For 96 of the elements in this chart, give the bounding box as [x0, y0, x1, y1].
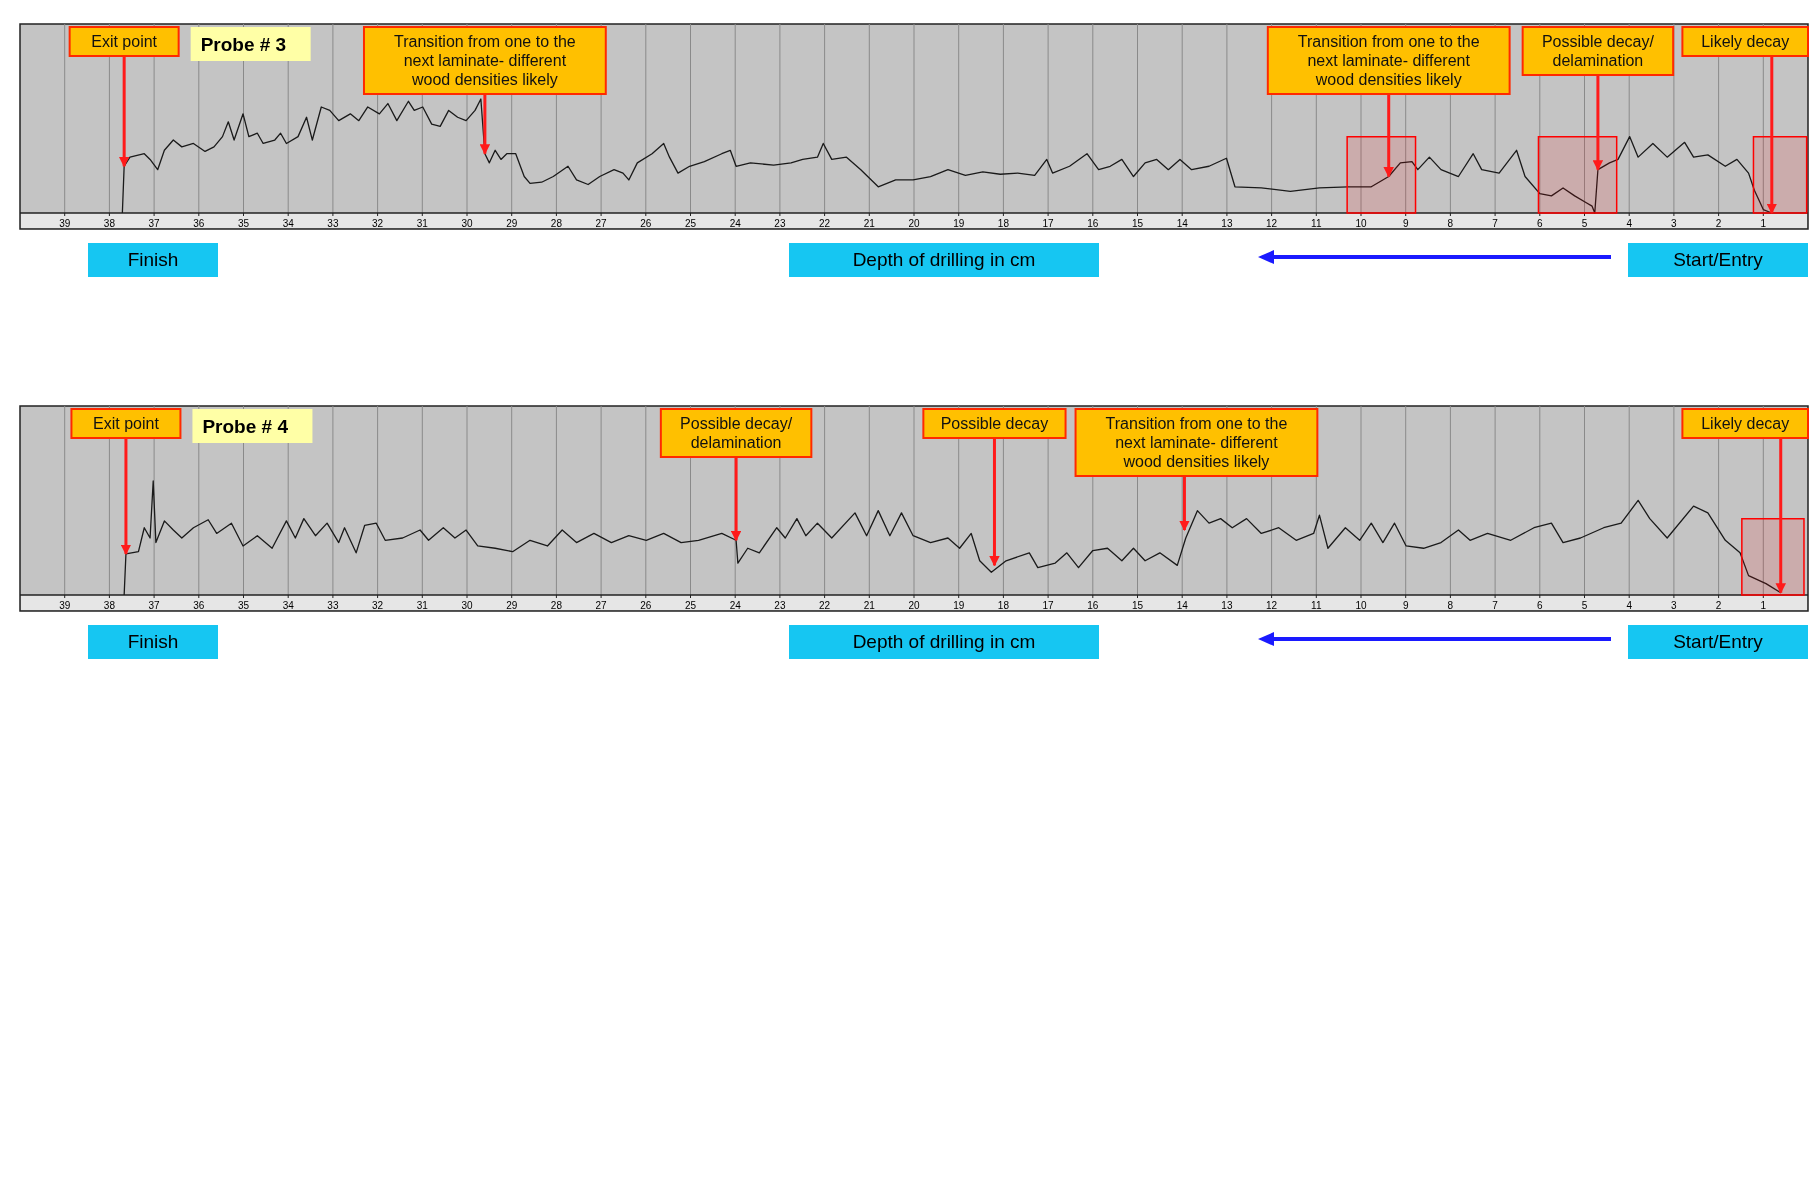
- text: Start/Entry: [1673, 631, 1764, 652]
- x-axis-title: Depth of drilling in cm: [852, 631, 1036, 652]
- annotation: Possible decay: [940, 415, 1049, 432]
- x-tick-label: 7: [1492, 600, 1499, 611]
- x-tick-label: 30: [461, 218, 473, 229]
- x-tick-label: 8: [1447, 218, 1454, 229]
- x-tick-label: 33: [327, 218, 339, 229]
- x-tick-label: 4: [1626, 600, 1633, 611]
- x-tick-label: 37: [148, 600, 161, 611]
- x-tick-label: 12: [1266, 600, 1278, 611]
- x-tick-label: 31: [416, 218, 429, 229]
- x-tick-label: 5: [1581, 218, 1588, 229]
- x-tick-label: 20: [908, 218, 920, 229]
- x-tick-label: 20: [908, 600, 920, 611]
- x-tick-label: 33: [327, 600, 339, 611]
- x-tick-label: 14: [1176, 600, 1189, 611]
- annotation: Possible decay/ delamination: [680, 415, 793, 451]
- x-tick-label: 22: [819, 218, 831, 229]
- x-tick-label: 26: [640, 218, 652, 229]
- x-tick-label: 36: [193, 600, 205, 611]
- x-tick-label: 30: [461, 600, 473, 611]
- x-tick-label: 15: [1131, 218, 1144, 229]
- x-tick-label: 11: [1311, 600, 1322, 611]
- x-tick-label: 1: [1760, 600, 1767, 611]
- x-tick-label: 23: [774, 218, 786, 229]
- x-tick-label: 11: [1311, 218, 1322, 229]
- x-tick-label: 21: [863, 218, 876, 229]
- x-tick-label: 39: [59, 218, 71, 229]
- x-tick-label: 38: [103, 218, 116, 229]
- annotation: Transition from one to the next laminate- different wood densities likely: [1297, 33, 1480, 88]
- x-tick-label: 27: [595, 600, 608, 611]
- annotation: Exit point: [93, 415, 160, 432]
- x-tick-label: 28: [550, 600, 563, 611]
- x-tick-label: 1: [1760, 218, 1767, 229]
- x-tick-label: 32: [372, 600, 384, 611]
- x-tick-label: 38: [103, 600, 116, 611]
- x-tick-label: 6: [1537, 600, 1544, 611]
- x-tick-label: 34: [282, 218, 295, 229]
- text: Finish: [127, 631, 179, 652]
- annotation: Exit point: [91, 33, 158, 50]
- x-tick-label: 3: [1671, 218, 1678, 229]
- x-tick-label: 5: [1581, 600, 1588, 611]
- x-tick-label: 26: [640, 600, 652, 611]
- x-tick-label: 34: [282, 600, 295, 611]
- x-tick-label: 3: [1671, 600, 1678, 611]
- annotation: Transition from one to the next laminate- different wood densities likely: [1105, 415, 1288, 470]
- x-tick-label: 7: [1492, 218, 1499, 229]
- x-tick-label: 18: [997, 600, 1010, 611]
- x-tick-label: 35: [237, 218, 250, 229]
- x-tick-label: 4: [1626, 218, 1633, 229]
- x-tick-label: 39: [59, 600, 71, 611]
- x-tick-label: 37: [148, 218, 161, 229]
- chart-title: Probe # 3: [200, 34, 287, 55]
- x-tick-label: 13: [1221, 600, 1233, 611]
- x-tick-label: 25: [684, 600, 697, 611]
- x-tick-label: 10: [1355, 600, 1367, 611]
- x-tick-label: 2: [1715, 600, 1722, 611]
- chart-title: Probe # 4: [202, 416, 289, 437]
- x-tick-label: 9: [1402, 218, 1409, 229]
- x-tick-label: 9: [1402, 600, 1409, 611]
- x-tick-label: 12: [1266, 218, 1278, 229]
- x-tick-label: 6: [1537, 218, 1544, 229]
- x-tick-label: 14: [1176, 218, 1189, 229]
- x-tick-label: 22: [819, 600, 831, 611]
- text: Start/Entry: [1673, 249, 1764, 270]
- annotation: Transition from one to the next laminate- different wood densities likely: [394, 33, 576, 88]
- x-tick-label: 16: [1087, 218, 1099, 229]
- x-tick-label: 2: [1715, 218, 1722, 229]
- text: Finish: [127, 249, 179, 270]
- x-tick-label: 8: [1447, 600, 1454, 611]
- x-tick-label: 29: [506, 218, 518, 229]
- annotation: Likely decay: [1701, 33, 1790, 50]
- x-tick-label: 23: [774, 600, 786, 611]
- x-tick-label: 36: [193, 218, 205, 229]
- x-tick-label: 32: [372, 218, 384, 229]
- x-tick-label: 17: [1042, 218, 1055, 229]
- x-tick-label: 15: [1131, 600, 1144, 611]
- x-tick-label: 19: [953, 218, 965, 229]
- x-tick-label: 16: [1087, 600, 1099, 611]
- x-tick-label: 28: [550, 218, 563, 229]
- x-tick-label: 29: [506, 600, 518, 611]
- annotation: Likely decay: [1701, 415, 1790, 432]
- x-tick-label: 27: [595, 218, 608, 229]
- x-tick-label: 31: [416, 600, 429, 611]
- x-tick-label: 10: [1355, 218, 1367, 229]
- x-tick-label: 35: [237, 600, 250, 611]
- x-tick-label: 17: [1042, 600, 1055, 611]
- x-tick-label: 19: [953, 600, 965, 611]
- x-tick-label: 24: [729, 600, 742, 611]
- x-axis-title: Depth of drilling in cm: [852, 249, 1036, 270]
- x-tick-label: 24: [729, 218, 742, 229]
- annotation: Possible decay/ delamination: [1541, 33, 1655, 69]
- x-tick-label: 18: [997, 218, 1010, 229]
- x-tick-label: 13: [1221, 218, 1233, 229]
- x-tick-label: 21: [863, 600, 876, 611]
- x-tick-label: 25: [684, 218, 697, 229]
